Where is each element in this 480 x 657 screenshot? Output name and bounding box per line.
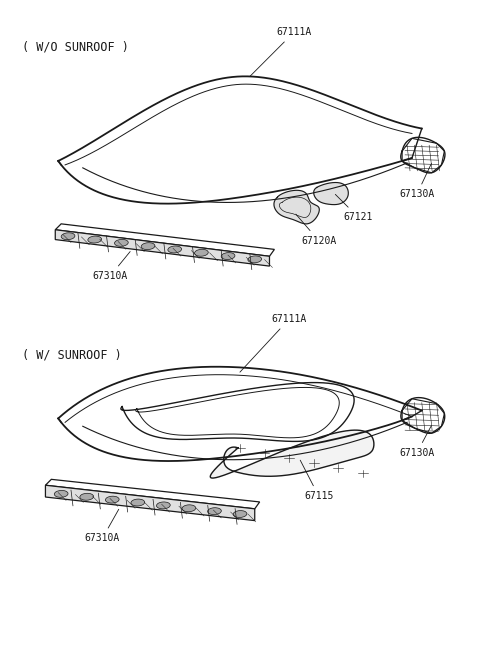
Ellipse shape	[194, 249, 208, 256]
Polygon shape	[55, 224, 275, 256]
Polygon shape	[46, 486, 255, 520]
Text: 67130A: 67130A	[399, 164, 434, 199]
Polygon shape	[402, 399, 444, 433]
Text: 67130A: 67130A	[399, 426, 434, 458]
Polygon shape	[55, 230, 269, 266]
Text: 67120A: 67120A	[296, 214, 336, 246]
Ellipse shape	[233, 510, 247, 518]
Ellipse shape	[156, 502, 170, 509]
Ellipse shape	[207, 508, 221, 514]
Text: 67111A: 67111A	[250, 27, 312, 76]
Polygon shape	[46, 480, 260, 509]
Ellipse shape	[106, 496, 119, 503]
Text: 67121: 67121	[336, 194, 372, 222]
Polygon shape	[210, 430, 374, 478]
Text: ( W/O SUNROOF ): ( W/O SUNROOF )	[22, 41, 129, 53]
Ellipse shape	[248, 256, 262, 263]
Polygon shape	[314, 183, 348, 204]
Ellipse shape	[80, 493, 94, 500]
Ellipse shape	[141, 242, 155, 250]
Polygon shape	[274, 191, 319, 224]
Text: ( W/ SUNROOF ): ( W/ SUNROOF )	[22, 348, 121, 361]
Text: 67111A: 67111A	[240, 314, 307, 372]
Ellipse shape	[182, 505, 196, 512]
Ellipse shape	[221, 252, 235, 260]
Ellipse shape	[61, 233, 75, 240]
Polygon shape	[402, 139, 444, 173]
Ellipse shape	[115, 239, 128, 246]
Text: 67310A: 67310A	[85, 509, 120, 543]
Ellipse shape	[54, 490, 68, 497]
Text: 67115: 67115	[300, 460, 333, 501]
Ellipse shape	[168, 246, 181, 253]
Text: 67310A: 67310A	[93, 252, 130, 281]
Ellipse shape	[88, 236, 102, 243]
Ellipse shape	[131, 499, 144, 506]
